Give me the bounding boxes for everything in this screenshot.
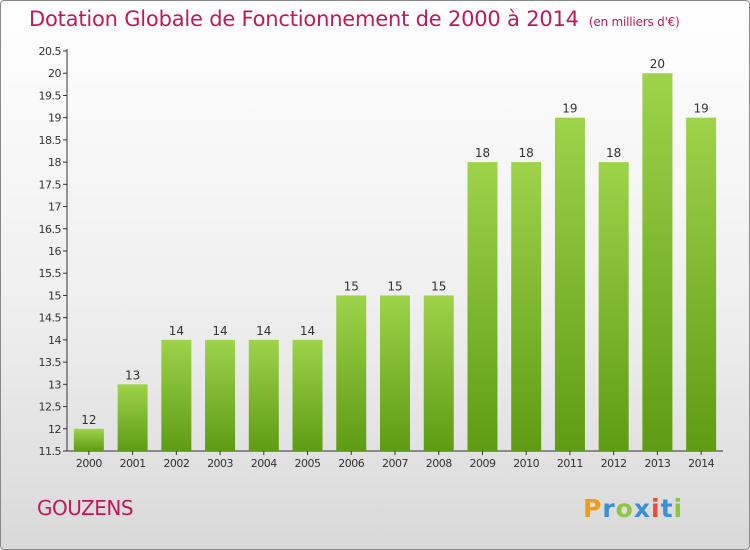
bar-value-label: 14 xyxy=(212,324,227,338)
x-tick-label: 2012 xyxy=(601,457,627,470)
y-tick-label: 15.5 xyxy=(39,267,62,280)
unit-note: (en milliers d'€) xyxy=(588,15,680,29)
x-tick-label: 2004 xyxy=(251,457,277,470)
x-tick-label: 2001 xyxy=(120,457,146,470)
y-tick-label: 20.5 xyxy=(39,45,62,58)
y-tick-label: 16 xyxy=(48,245,61,258)
y-tick-label: 11.5 xyxy=(39,445,62,458)
x-tick-label: 2007 xyxy=(382,457,408,470)
y-tick-label: 13.5 xyxy=(39,356,62,369)
x-tick-label: 2014 xyxy=(688,457,714,470)
y-tick-label: 13 xyxy=(48,378,61,391)
x-tick-label: 2000 xyxy=(76,457,102,470)
x-tick-label: 2011 xyxy=(557,457,583,470)
proxiti-logo: Proxiti xyxy=(583,494,683,523)
bar-value-label: 19 xyxy=(562,102,577,116)
x-tick-label: 2008 xyxy=(426,457,452,470)
x-tick-label: 2005 xyxy=(295,457,321,470)
commune-name: GOUZENS xyxy=(37,496,134,520)
y-tick-label: 20 xyxy=(48,67,61,80)
y-tick-label: 19.5 xyxy=(39,89,62,102)
bar-value-label: 18 xyxy=(606,146,621,160)
x-tick-label: 2002 xyxy=(163,457,189,470)
y-tick-label: 17.5 xyxy=(39,178,62,191)
y-tick-label: 16.5 xyxy=(39,223,62,236)
bar xyxy=(554,117,585,452)
bar-value-label: 14 xyxy=(300,324,315,338)
bar xyxy=(292,339,323,451)
bar xyxy=(380,295,410,451)
y-tick-label: 14 xyxy=(48,334,61,347)
bar-value-label: 15 xyxy=(344,279,359,293)
x-tick-label: 2006 xyxy=(338,457,364,470)
x-tick-label: 2010 xyxy=(513,457,539,470)
y-tick-label: 18.5 xyxy=(39,134,62,147)
bar xyxy=(423,295,454,451)
bar-value-label: 15 xyxy=(431,279,446,293)
svg-text:Proxiti: Proxiti xyxy=(583,494,683,523)
bar xyxy=(73,428,104,451)
bar xyxy=(686,117,717,452)
bar-value-label: 15 xyxy=(387,279,402,293)
y-tick-label: 12 xyxy=(48,423,61,436)
y-tick-label: 12.5 xyxy=(39,401,62,414)
bar-value-label: 18 xyxy=(519,146,534,160)
bar xyxy=(117,384,148,451)
bar-value-label: 13 xyxy=(125,368,140,382)
bar xyxy=(467,162,498,451)
bar-value-label: 20 xyxy=(650,57,665,71)
bar xyxy=(642,73,673,451)
x-tick-label: 2009 xyxy=(469,457,495,470)
bar-value-label: 14 xyxy=(169,324,184,338)
bar-value-label: 18 xyxy=(475,146,490,160)
y-tick-label: 14.5 xyxy=(39,312,62,325)
x-tick-label: 2003 xyxy=(207,457,233,470)
bar xyxy=(511,162,542,451)
bar xyxy=(205,339,236,451)
y-tick-label: 17 xyxy=(48,201,61,214)
x-tick-label: 2013 xyxy=(644,457,670,470)
y-tick-label: 18 xyxy=(48,156,61,169)
chart-title: Dotation Globale de Fonctionnement de 20… xyxy=(29,7,680,31)
bar-value-label: 14 xyxy=(256,324,271,338)
y-tick-label: 15 xyxy=(48,289,61,302)
y-tick-label: 19 xyxy=(48,112,61,125)
bar-value-label: 12 xyxy=(81,413,96,427)
bar xyxy=(161,339,192,451)
bar-value-label: 19 xyxy=(693,102,708,116)
bar xyxy=(598,162,629,451)
bar xyxy=(248,339,279,451)
bar xyxy=(336,295,367,451)
